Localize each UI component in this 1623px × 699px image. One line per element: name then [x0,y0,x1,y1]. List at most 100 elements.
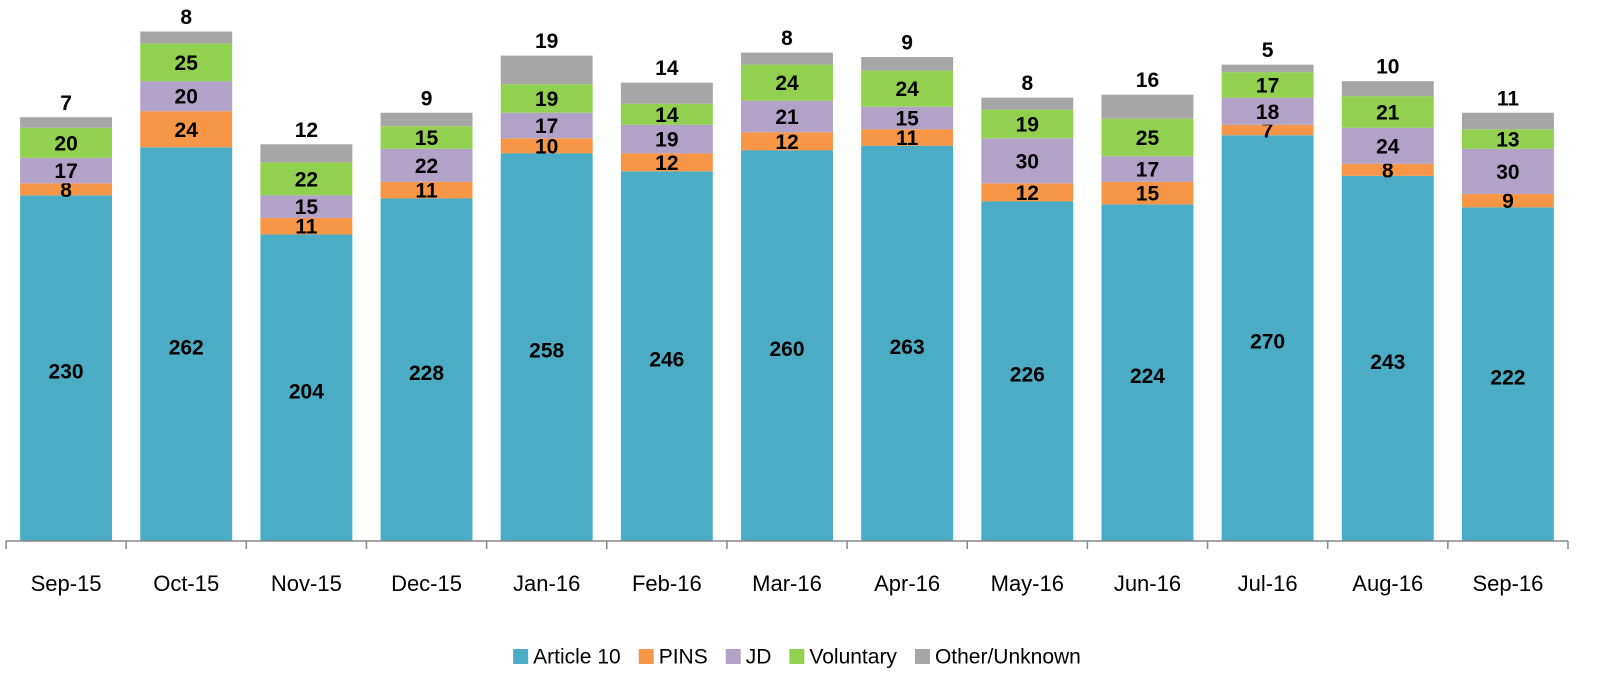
bar-segment [981,201,1074,541]
data-label: 15 [415,127,439,150]
bar-segment [20,157,113,184]
bar-segment [500,138,593,154]
x-tick-label: Jan-16 [513,571,580,596]
data-label: 11 [415,180,438,203]
data-label: 30 [1016,150,1039,173]
data-label: 19 [535,30,558,53]
data-label: 9 [1502,190,1514,213]
bar-segment [140,81,233,112]
x-tick-label: Apr-16 [874,571,940,596]
data-label: 12 [775,131,798,154]
data-label: 24 [775,72,799,95]
bar-segment [981,138,1074,184]
data-label: 15 [1136,183,1160,206]
legend-swatch [914,649,930,664]
data-label: 263 [890,336,925,359]
x-tick-label: May-16 [991,571,1064,596]
data-label: 260 [769,338,804,361]
data-label: 16 [1136,69,1159,92]
bar-segment [741,52,833,65]
bar-segment [1461,148,1554,194]
bar-segment [20,117,113,128]
bar-segment [140,147,233,541]
bar-segment [1221,124,1314,136]
data-label: 228 [409,362,444,385]
bar-segment [260,217,353,235]
bar-segment [500,153,593,542]
data-label: 8 [1382,159,1394,182]
bar-segment [1221,64,1314,73]
data-label: 7 [1262,120,1274,143]
data-label: 22 [295,168,318,191]
bar-segment [981,183,1074,202]
bar-segment [981,109,1074,139]
data-label: 258 [529,340,564,363]
bar-segment [1341,127,1434,164]
bar-segment [1221,135,1314,541]
data-label: 19 [655,129,678,152]
legend-swatch [513,649,529,664]
bar-segment [620,82,713,104]
bar-segment [380,198,473,541]
x-tick-label: Aug-16 [1352,571,1423,596]
x-tick-label: Dec-15 [391,571,462,596]
legend-label: Article 10 [533,646,621,669]
bar-segment [500,112,593,139]
bar-segment [1101,118,1194,157]
bar-segment [380,181,473,199]
data-label: 12 [655,152,678,175]
bar-segment [500,84,593,113]
bar-segment [260,144,353,163]
data-label: 20 [175,86,198,109]
data-label: 21 [775,106,799,129]
bar-segment [1341,175,1434,541]
legend-swatch [725,649,741,664]
bar-segment [861,145,954,541]
bar-segment [620,171,713,542]
bar-segment [260,234,353,541]
bar-segment [981,97,1074,110]
data-label: 262 [169,337,204,360]
data-label: 17 [54,160,77,183]
data-label: 270 [1250,331,1285,354]
data-label: 17 [1256,74,1279,97]
data-label: 243 [1370,351,1405,374]
bar-segment [1101,181,1194,205]
data-label: 230 [49,361,84,384]
bar-segment [140,111,233,148]
x-tick-label: Sep-16 [1472,571,1543,596]
bar-segment [380,148,473,182]
data-label: 226 [1010,364,1045,387]
data-label: 13 [1496,129,1519,152]
data-label: 21 [1376,102,1400,125]
x-tick-label: Jun-16 [1114,571,1181,596]
data-label: 24 [1376,135,1400,158]
bar-segment [1461,129,1554,149]
bar-segment [861,106,954,130]
data-label: 8 [1021,72,1033,95]
bar-segment [20,195,113,541]
bar-segment [140,31,233,44]
data-label: 10 [535,135,558,158]
data-label: 20 [54,132,77,155]
bar-segment [861,129,954,146]
bar-segment [20,127,113,158]
data-label: 7 [60,92,72,115]
data-label: 24 [895,78,919,101]
data-label: 11 [295,216,318,239]
data-label: 15 [295,196,319,219]
bar-segment [500,55,593,85]
data-label: 30 [1496,161,1519,184]
bar-segment [20,183,113,196]
x-tick-label: Sep-15 [31,571,102,596]
bar-segment [1461,193,1554,208]
legend-swatch [789,649,805,664]
data-label: 11 [896,127,919,150]
bar-segment [1461,207,1554,541]
data-label: 9 [901,32,913,55]
bar-segment [1221,97,1314,125]
data-label: 17 [535,115,558,138]
bar-segment [741,64,833,101]
data-label: 224 [1130,365,1165,388]
